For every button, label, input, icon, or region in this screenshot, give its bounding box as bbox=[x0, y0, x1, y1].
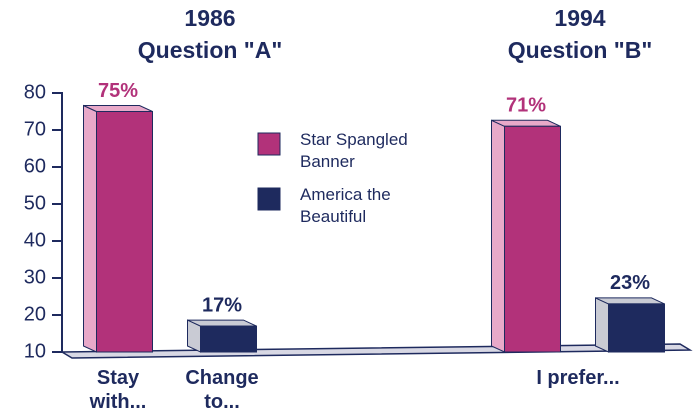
x-tick-label: Stay with... bbox=[89, 367, 147, 413]
bar-top bbox=[595, 297, 665, 305]
value-label: 17% bbox=[202, 294, 242, 316]
y-tick-label: 60 bbox=[24, 155, 46, 177]
group-title: 1986 bbox=[184, 5, 235, 31]
bar-top bbox=[83, 105, 153, 112]
bar bbox=[608, 303, 665, 353]
group-title: 1994 bbox=[554, 5, 605, 31]
y-tick-label: 10 bbox=[24, 340, 46, 362]
y-tick-label: 70 bbox=[24, 118, 46, 140]
bar bbox=[200, 325, 257, 353]
bar-top bbox=[187, 319, 257, 327]
bar bbox=[96, 111, 153, 353]
value-label: 23% bbox=[610, 272, 650, 294]
legend-label: Star Spangled Banner bbox=[300, 130, 408, 171]
y-tick-label: 80 bbox=[24, 81, 46, 103]
legend-label: America the Beautiful bbox=[300, 185, 391, 226]
group-title: Question "A" bbox=[138, 37, 282, 63]
bar bbox=[504, 125, 561, 353]
x-tick-label: Change to... bbox=[185, 367, 259, 413]
bar-top bbox=[491, 119, 561, 127]
bar-side bbox=[83, 104, 97, 353]
y-tick-label: 40 bbox=[24, 229, 46, 251]
legend-swatch bbox=[257, 187, 281, 211]
y-tick-label: 20 bbox=[24, 303, 46, 325]
bar-side bbox=[595, 297, 609, 353]
value-label: 71% bbox=[506, 95, 546, 117]
value-label: 75% bbox=[98, 80, 138, 102]
legend-swatch bbox=[257, 132, 281, 156]
y-tick-label: 50 bbox=[24, 192, 46, 214]
x-tick-label: I prefer... bbox=[536, 367, 620, 389]
y-tick-label: 30 bbox=[24, 266, 46, 288]
group-title: Question "B" bbox=[508, 37, 652, 63]
bar-side bbox=[491, 119, 505, 353]
